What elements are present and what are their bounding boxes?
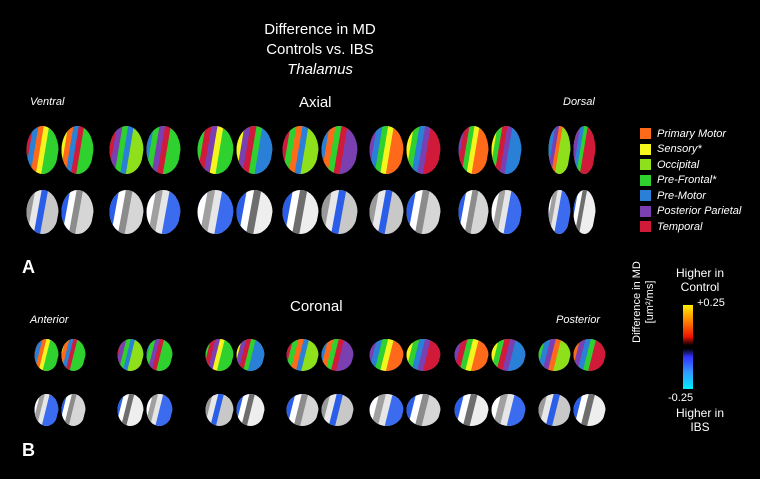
colorbar-top-line-2: Control: [680, 280, 720, 294]
slice-hemisphere: [117, 394, 144, 426]
slice-hemisphere: [117, 339, 144, 371]
legend: Primary Motor Sensory* Occipital Pre-Fro…: [640, 126, 741, 235]
slice-hemisphere: [34, 339, 59, 371]
colorbar-bottom-label: Higher in IBS: [650, 406, 750, 434]
slice-hemisphere: [286, 394, 319, 426]
legend-item: Primary Motor: [640, 126, 741, 142]
slice-hemisphere: [205, 339, 234, 371]
legend-swatch: [640, 159, 651, 171]
slice-hemisphere: [109, 126, 144, 174]
legend-swatch: [640, 190, 651, 202]
slice-hemisphere: [197, 126, 234, 174]
slice-hemisphere: [548, 126, 571, 174]
colorbar: [683, 305, 693, 389]
colorbar-bottom-line-1: Higher in: [675, 406, 725, 420]
slice-hemisphere: [491, 190, 522, 234]
anterior-label: Anterior: [30, 314, 69, 326]
slice-hemisphere: [321, 126, 358, 174]
legend-label: Pre-Frontal*: [657, 174, 717, 187]
legend-swatch: [640, 174, 651, 186]
legend-swatch: [640, 128, 651, 140]
colorbar-axis-label: Difference in MD [um²/ms]: [631, 242, 657, 362]
legend-label: Pre-Motor: [657, 189, 706, 202]
slice-hemisphere: [573, 126, 596, 174]
slice-hemisphere: [538, 394, 571, 426]
coronal-heading: Coronal: [290, 298, 343, 315]
dorsal-label: Dorsal: [563, 96, 595, 108]
slice-hemisphere: [286, 339, 319, 371]
legend-swatch: [640, 221, 651, 233]
colorbar-bottom-line-2: IBS: [690, 420, 710, 434]
colorbar-top-line-1: Higher in: [675, 266, 725, 280]
slice-hemisphere: [205, 394, 234, 426]
colorbar-min: -0.25: [668, 392, 694, 404]
slice-hemisphere: [538, 339, 571, 371]
legend-label: Sensory*: [657, 143, 702, 156]
slice-hemisphere: [26, 126, 59, 174]
brain-slices: [26, 126, 606, 426]
ventral-label: Ventral: [30, 96, 65, 108]
colorbar-top-label: Higher in Control: [650, 266, 750, 294]
slice-hemisphere: [282, 126, 319, 174]
colorbar-axis-line-2: [um²/ms]: [644, 280, 656, 324]
panel-a-letter: A: [22, 257, 35, 277]
slice-hemisphere: [321, 339, 354, 371]
slice-hemisphere: [282, 190, 319, 234]
legend-label: Posterior Parietal: [657, 205, 742, 218]
legend-item: Temporal: [640, 219, 741, 235]
colorbar-axis-line-1: Difference in MD: [631, 261, 643, 343]
slice-hemisphere: [109, 190, 144, 234]
slice-hemisphere: [548, 190, 571, 234]
axial-heading: Axial: [299, 94, 332, 111]
legend-swatch: [640, 205, 651, 217]
posterior-label: Posterior: [556, 314, 601, 326]
slice-hemisphere: [454, 339, 489, 371]
slice-hemisphere: [406, 126, 441, 174]
slice-hemisphere: [458, 126, 489, 174]
slice-hemisphere: [369, 339, 404, 371]
panel-b-letter: B: [22, 440, 35, 460]
legend-item: Pre-Frontal*: [640, 173, 741, 189]
slice-hemisphere: [458, 190, 489, 234]
slice-hemisphere: [406, 394, 441, 426]
slice-hemisphere: [26, 190, 59, 234]
slice-hemisphere: [236, 339, 265, 371]
slice-hemisphere: [369, 394, 404, 426]
colorbar-max: +0.25: [697, 297, 725, 309]
legend-label: Occipital: [657, 158, 700, 171]
legend-item: Posterior Parietal: [640, 204, 741, 220]
slice-hemisphere: [61, 126, 94, 174]
slice-hemisphere: [197, 190, 234, 234]
legend-swatch: [640, 143, 651, 155]
legend-item: Sensory*: [640, 142, 741, 158]
slice-hemisphere: [454, 394, 489, 426]
legend-item: Pre-Motor: [640, 188, 741, 204]
legend-label: Primary Motor: [657, 127, 727, 140]
legend-label: Temporal: [657, 220, 703, 233]
legend-item: Occipital: [640, 157, 741, 173]
title-line-2: Controls vs. IBS: [266, 41, 374, 58]
title-line-3: Thalamus: [287, 61, 353, 78]
slice-hemisphere: [369, 126, 404, 174]
title-line-1: Difference in MD: [264, 21, 376, 38]
figure-title: Difference in MD Controls vs. IBS Thalam…: [0, 20, 640, 80]
slice-hemisphere: [369, 190, 404, 234]
slice-hemisphere: [34, 394, 59, 426]
